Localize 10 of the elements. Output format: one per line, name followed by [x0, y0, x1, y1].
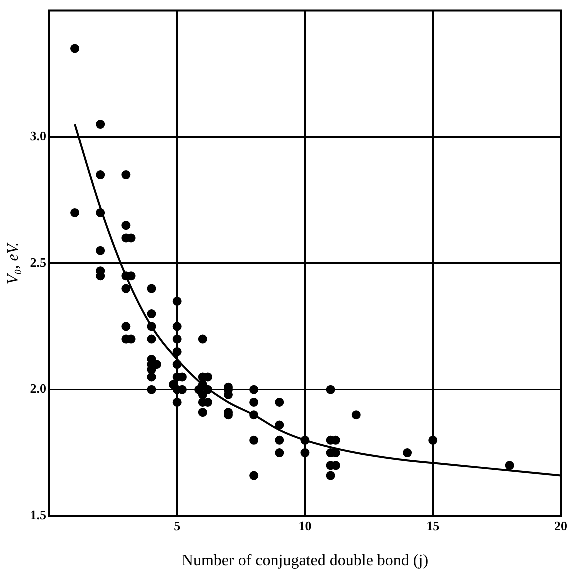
x-tick-label: 20	[554, 518, 568, 534]
y-tick-label: 1.5	[30, 508, 47, 523]
x-tick-label: 15	[426, 518, 440, 534]
y-tick-label: 3.0	[30, 128, 46, 144]
y-tick-label: 2.0	[30, 381, 46, 396]
x-axis-title: Number of conjugated double bond (j)	[182, 552, 429, 570]
x-tick-label: 5	[174, 518, 182, 534]
y-axis-title: V₀, eV.	[4, 242, 22, 285]
y-tick-label: 2.5	[30, 254, 47, 270]
x-tick-label: 10	[298, 518, 312, 534]
